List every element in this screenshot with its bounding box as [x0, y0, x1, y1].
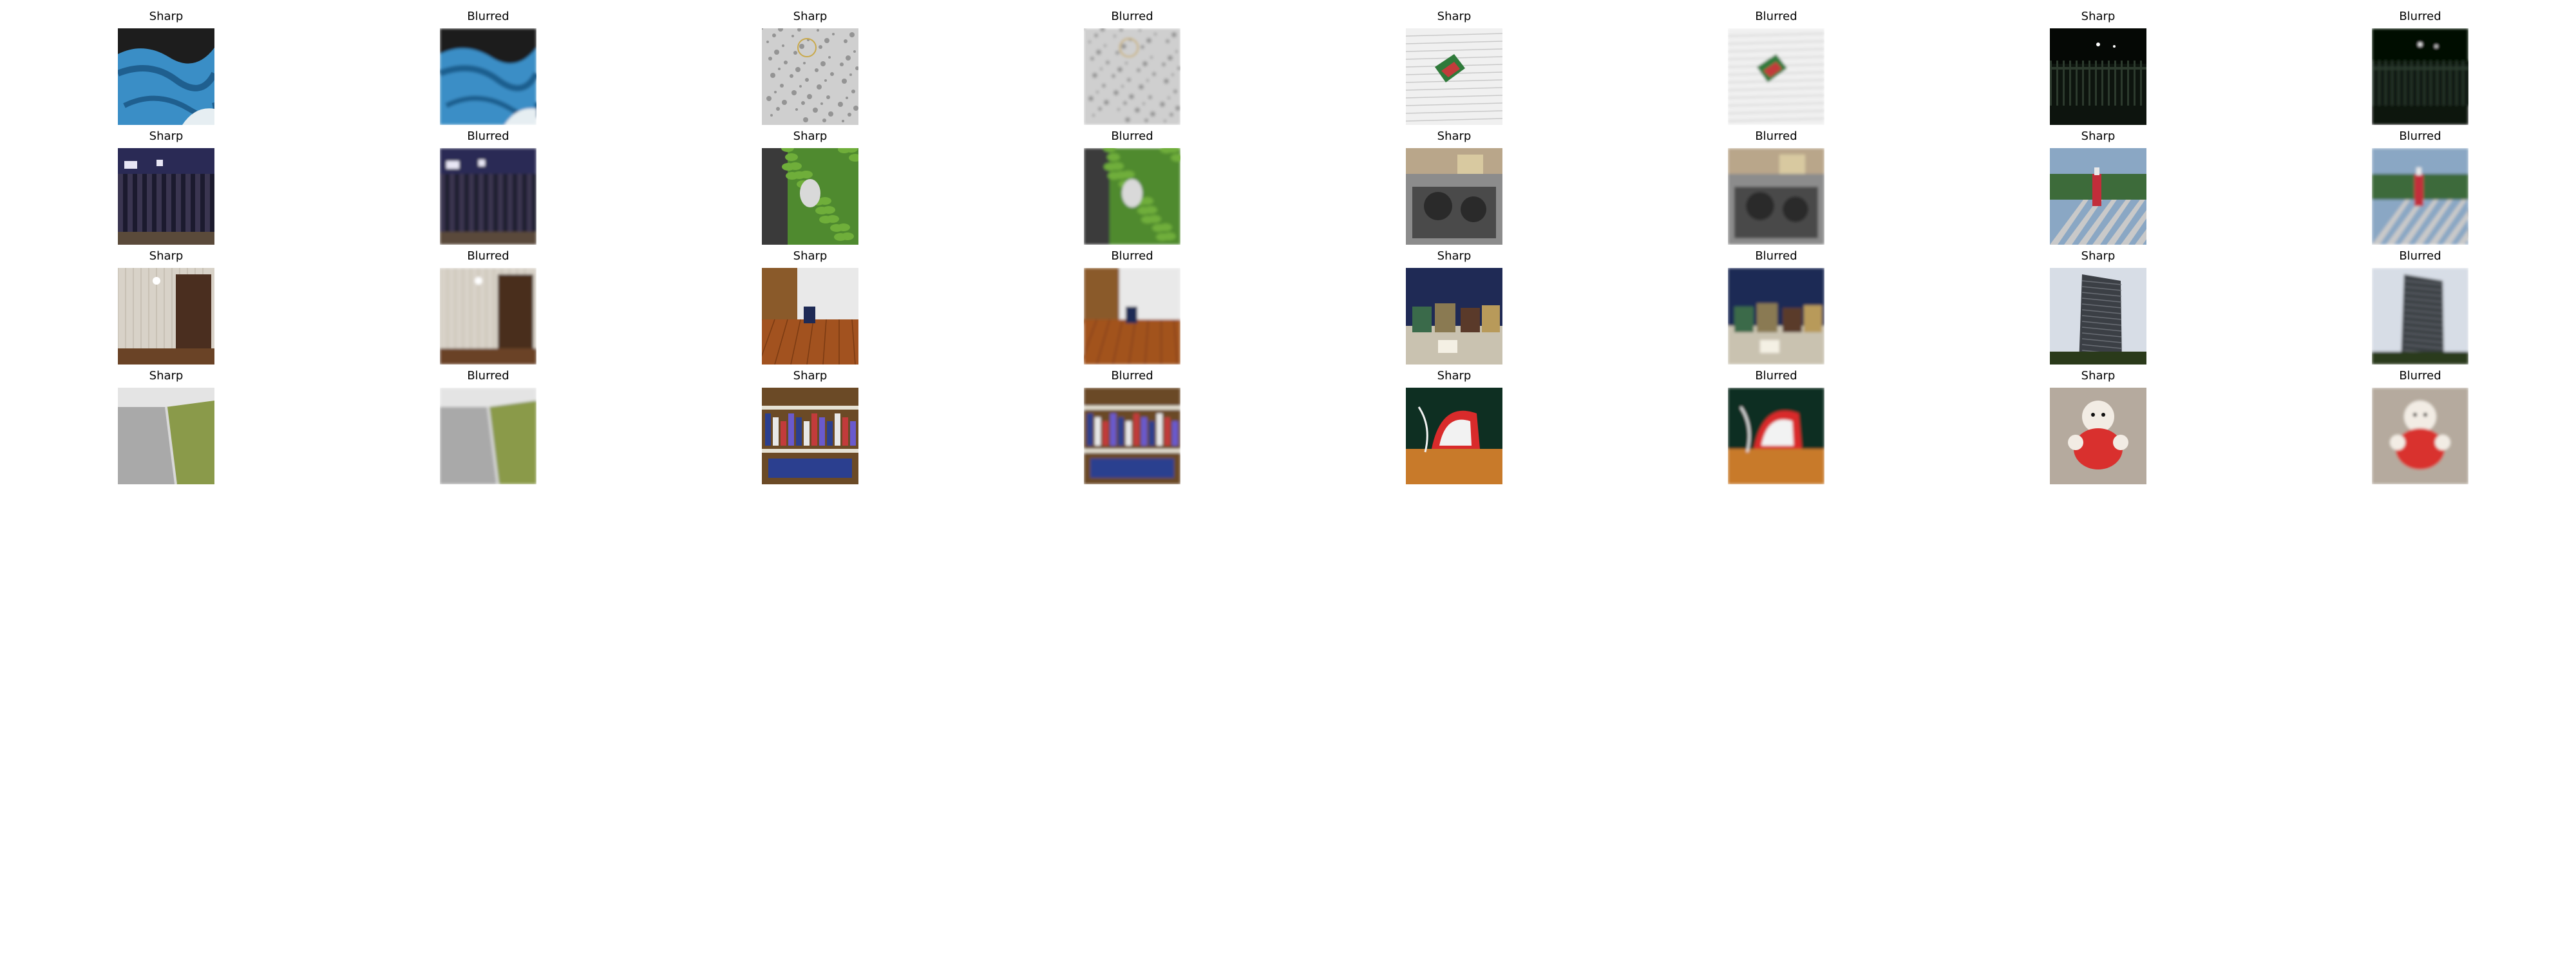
blurred-photo: [1084, 268, 1180, 365]
sharp-photo: [1406, 268, 1502, 365]
panel-title: Sharp: [1437, 129, 1472, 143]
image-panel: Sharp: [1358, 245, 1551, 365]
image-panel: Blurred: [392, 5, 585, 125]
panel-title: Sharp: [1437, 369, 1472, 383]
sharp-photo: [762, 148, 858, 245]
blurred-photo: [1728, 28, 1824, 125]
panel-title: Sharp: [793, 249, 828, 263]
image-panel: Sharp: [2002, 365, 2195, 484]
panel-title: Sharp: [149, 10, 184, 23]
panel-title: Blurred: [2399, 10, 2441, 23]
image-panel: Sharp: [1358, 365, 1551, 484]
panel-title: Sharp: [793, 129, 828, 143]
sharp-photo: [118, 148, 214, 245]
panel-title: Blurred: [1111, 369, 1153, 383]
blurred-photo: [2372, 148, 2468, 245]
image-panel: Blurred: [2324, 125, 2517, 245]
panel-title: Sharp: [793, 10, 828, 23]
image-panel: Sharp: [2002, 245, 2195, 365]
image-panel: Blurred: [2324, 245, 2517, 365]
panel-title: Sharp: [2081, 249, 2116, 263]
sharp-photo: [2050, 268, 2146, 365]
image-panel: Blurred: [1036, 5, 1229, 125]
image-panel: Sharp: [70, 5, 263, 125]
panel-title: Blurred: [467, 129, 509, 143]
blurred-photo: [2372, 28, 2468, 125]
panel-title: Blurred: [2399, 129, 2441, 143]
blurred-photo: [2372, 388, 2468, 484]
image-panel: Blurred: [1680, 125, 1873, 245]
panel-title: Blurred: [1755, 10, 1797, 23]
panel-title: Blurred: [1755, 129, 1797, 143]
image-panel: Blurred: [2324, 365, 2517, 484]
image-panel: Blurred: [392, 365, 585, 484]
sharp-photo: [1406, 388, 1502, 484]
panel-title: Blurred: [1111, 249, 1153, 263]
panel-title: Sharp: [1437, 10, 1472, 23]
image-panel: Sharp: [714, 365, 907, 484]
panel-title: Blurred: [1755, 369, 1797, 383]
sharp-photo: [2050, 148, 2146, 245]
blurred-photo: [440, 148, 536, 245]
sharp-photo: [118, 28, 214, 125]
image-panel: Sharp: [1358, 125, 1551, 245]
panel-title: Sharp: [1437, 249, 1472, 263]
blurred-photo: [440, 268, 536, 365]
panel-title: Sharp: [2081, 129, 2116, 143]
sharp-photo: [1406, 28, 1502, 125]
blurred-photo: [1084, 148, 1180, 245]
panel-title: Sharp: [2081, 369, 2116, 383]
sharp-photo: [762, 388, 858, 484]
image-panel: Sharp: [70, 365, 263, 484]
image-panel: Sharp: [714, 5, 907, 125]
blurred-photo: [1084, 388, 1180, 484]
image-panel: Sharp: [1358, 5, 1551, 125]
panel-title: Blurred: [467, 369, 509, 383]
blurred-photo: [440, 28, 536, 125]
sharp-photo: [1406, 148, 1502, 245]
sharp-photo: [118, 388, 214, 484]
panel-title: Blurred: [1111, 129, 1153, 143]
panel-title: Sharp: [793, 369, 828, 383]
sharp-photo: [2050, 388, 2146, 484]
image-panel: Sharp: [70, 125, 263, 245]
panel-title: Blurred: [1111, 10, 1153, 23]
image-panel: Sharp: [714, 125, 907, 245]
image-panel: Blurred: [1036, 365, 1229, 484]
blurred-photo: [2372, 268, 2468, 365]
image-panel: Blurred: [1680, 245, 1873, 365]
image-panel: Blurred: [1036, 125, 1229, 245]
blurred-photo: [1728, 148, 1824, 245]
image-panel: Blurred: [1036, 245, 1229, 365]
image-panel: Blurred: [392, 245, 585, 365]
image-panel: Sharp: [70, 245, 263, 365]
image-panel: Sharp: [2002, 5, 2195, 125]
panel-title: Sharp: [149, 249, 184, 263]
blurred-photo: [440, 388, 536, 484]
sharp-photo: [762, 28, 858, 125]
blurred-photo: [1728, 268, 1824, 365]
image-panel: Sharp: [2002, 125, 2195, 245]
panel-title: Blurred: [2399, 249, 2441, 263]
panel-title: Blurred: [1755, 249, 1797, 263]
panel-title: Sharp: [149, 369, 184, 383]
sharp-photo: [762, 268, 858, 365]
image-panel: Blurred: [392, 125, 585, 245]
blurred-photo: [1728, 388, 1824, 484]
panel-title: Blurred: [467, 249, 509, 263]
blurred-photo: [1084, 28, 1180, 125]
panel-title: Blurred: [2399, 369, 2441, 383]
sharp-photo: [2050, 28, 2146, 125]
panel-title: Sharp: [149, 129, 184, 143]
panel-title: Blurred: [467, 10, 509, 23]
image-panel: Blurred: [1680, 5, 1873, 125]
image-panel: Blurred: [2324, 5, 2517, 125]
image-panel: Blurred: [1680, 365, 1873, 484]
image-panel: Sharp: [714, 245, 907, 365]
panel-title: Sharp: [2081, 10, 2116, 23]
sharp-photo: [118, 268, 214, 365]
